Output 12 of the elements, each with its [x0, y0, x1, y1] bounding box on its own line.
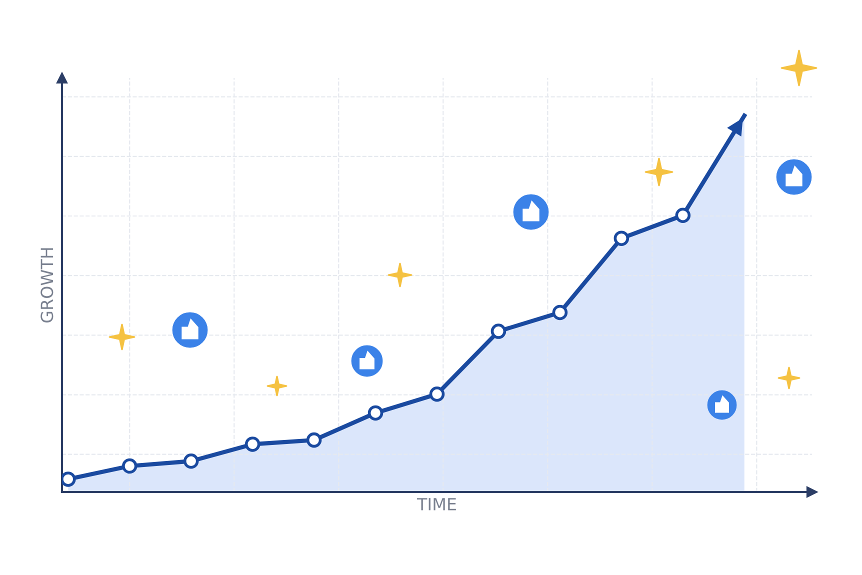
point — [183, 454, 199, 469]
point — [675, 208, 691, 224]
point — [614, 230, 630, 246]
point — [306, 432, 322, 448]
point — [429, 386, 445, 402]
x-axis-title: TIME — [416, 498, 456, 510]
point — [490, 324, 506, 339]
y-axis-title: GROWTH — [40, 248, 54, 322]
point — [368, 405, 384, 421]
point — [552, 304, 568, 320]
point — [244, 436, 260, 452]
point — [122, 458, 138, 474]
